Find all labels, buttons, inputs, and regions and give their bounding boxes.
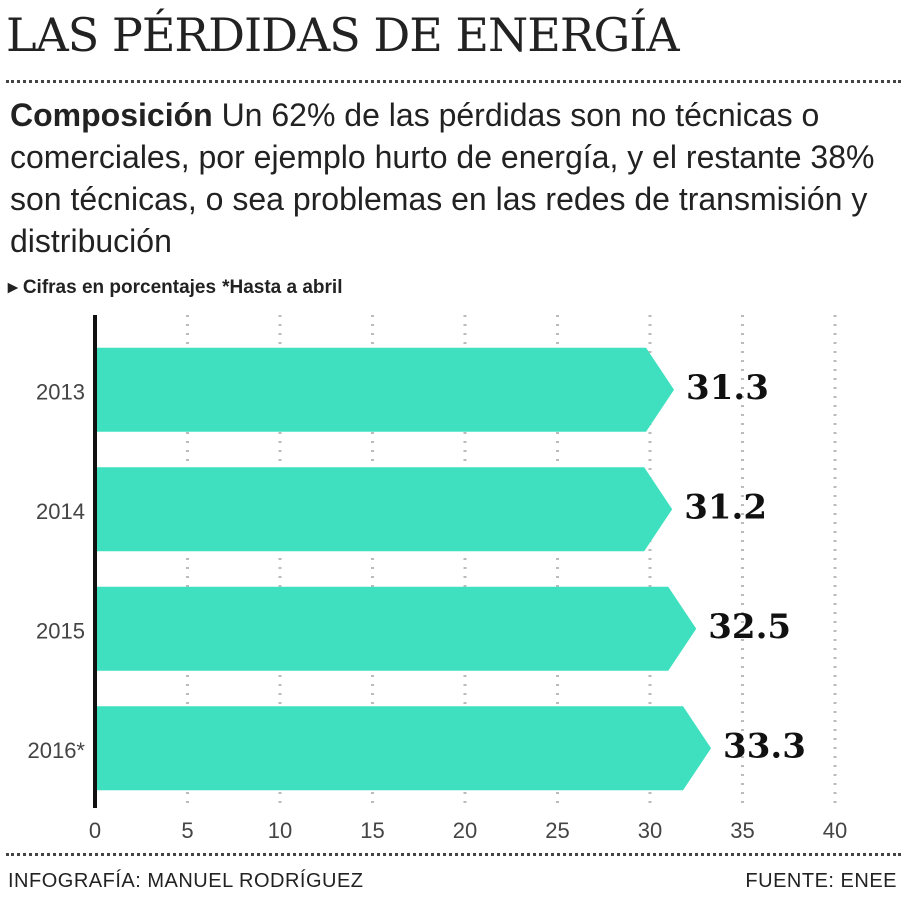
x-tick-label: 30 bbox=[638, 818, 662, 843]
bar bbox=[95, 706, 712, 791]
y-tick-label: 2014 bbox=[36, 499, 85, 524]
footnote: *Hasta a abril bbox=[222, 277, 343, 298]
y-tick-label: 2013 bbox=[36, 380, 85, 405]
divider bbox=[6, 853, 901, 856]
y-tick-label: 2015 bbox=[36, 619, 85, 644]
source: FUENTE: ENEE bbox=[745, 870, 897, 892]
note-text: Cifras en porcentajes bbox=[22, 277, 217, 298]
divider bbox=[6, 80, 901, 83]
value-label: 32.5 bbox=[708, 607, 791, 647]
subtitle-text: Un 62% de las pérdidas son no técnicas o… bbox=[10, 97, 875, 259]
y-tick-label: 2016* bbox=[27, 738, 85, 763]
x-tick-label: 5 bbox=[181, 818, 193, 843]
bar bbox=[95, 467, 673, 552]
note: ▸ Cifras en porcentajes *Hasta a abril bbox=[8, 277, 343, 298]
x-tick-label: 10 bbox=[268, 818, 292, 843]
bar bbox=[95, 347, 675, 432]
value-label: 33.3 bbox=[723, 726, 806, 766]
x-tick-label: 15 bbox=[360, 818, 384, 843]
x-tick-label: 35 bbox=[730, 818, 754, 843]
credit: INFOGRAFÍA: MANUEL RODRÍGUEZ bbox=[8, 870, 364, 892]
x-tick-label: 20 bbox=[453, 818, 477, 843]
x-tick-label: 40 bbox=[823, 818, 847, 843]
value-label: 31.2 bbox=[684, 487, 767, 527]
x-tick-label: 25 bbox=[545, 818, 569, 843]
subtitle: Composición Un 62% de las pérdidas son n… bbox=[10, 94, 895, 262]
value-label: 31.3 bbox=[686, 368, 769, 408]
subtitle-label: Composición bbox=[10, 97, 213, 133]
x-tick-label: 0 bbox=[89, 818, 101, 843]
chart-title: LAS PÉRDIDAS DE ENERGÍA bbox=[6, 8, 680, 62]
bar bbox=[95, 586, 697, 671]
